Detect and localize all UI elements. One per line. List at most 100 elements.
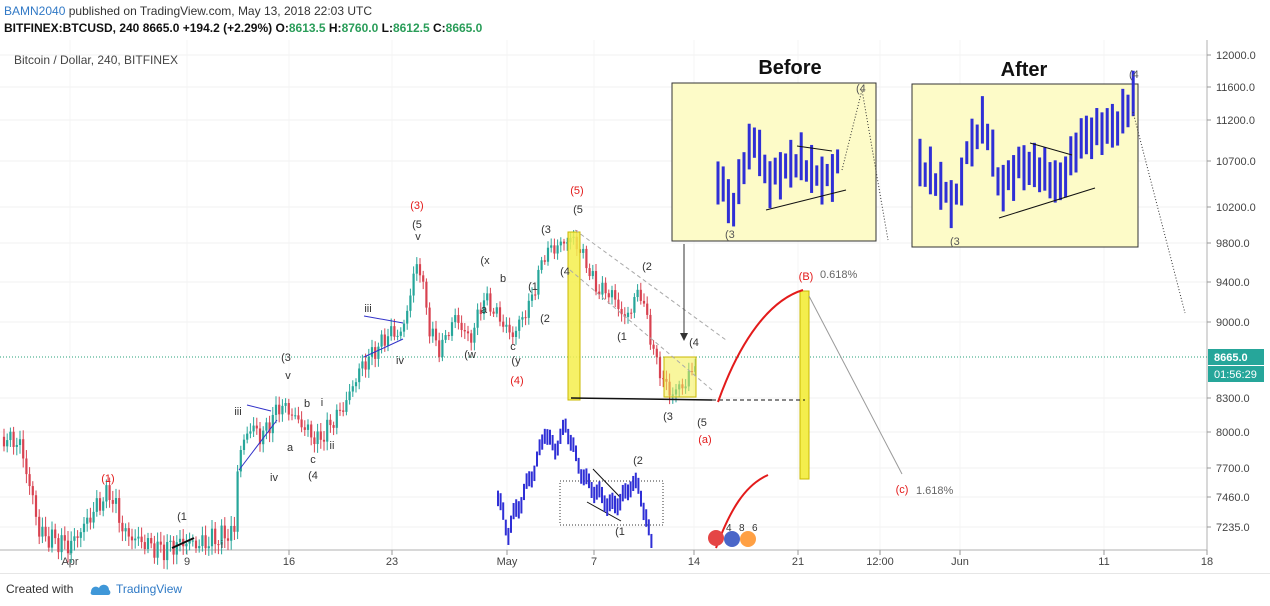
candle-body-1 [6,440,9,447]
candle-body-173 [556,245,559,254]
candle-body-109 [351,386,354,392]
candle-body-130 [418,264,422,276]
candle-body-205 [658,357,662,379]
inset-after-label-4: (4 [1129,69,1139,81]
candle-body-83 [268,422,271,434]
candle-body-145 [466,331,470,334]
blue-fractal-overlay [497,418,653,548]
wave-label-10: (4 [308,470,318,482]
candle-body-32 [105,485,108,502]
candle-body-7 [25,458,28,475]
wave-label-23: (y [511,355,521,367]
wave-label-9: c [310,454,316,466]
candle-body-65 [210,528,214,547]
candle-body-64 [207,546,210,549]
chart-area[interactable]: 12000.0 11600.0 11200.0 10700.0 10200.0 9800.… [0,40,1270,578]
last-price: 8665.0 [142,21,180,35]
candle-body-71 [230,525,233,541]
wave-label-35: (5 [697,417,707,429]
wave-label-11: (3 [281,352,291,364]
candle-body-194 [623,314,626,317]
candle-body-104 [335,409,338,428]
high-label: H: [328,21,342,35]
candle-body-38 [124,528,127,532]
candle-body-148 [476,309,479,328]
candle-body-108 [348,391,351,401]
candle-body-165 [530,294,534,301]
y-tick-label-13: 7235.0 [1216,522,1250,534]
candle-body-150 [482,300,486,315]
candle-body-135 [434,328,438,341]
small-digit-2: 8 [739,523,745,534]
wave-label-14: iv [396,355,404,367]
candle-body-62 [201,535,204,547]
tradingview-logo-icon[interactable] [88,580,112,598]
candle-body-93 [300,419,303,428]
chart-title: Bitcoin / Dollar, 240, BITFINEX [14,53,178,67]
small-digit-1: 4 [726,523,732,534]
candle-body-183 [588,268,591,277]
price-axis[interactable]: 12000.0 11600.0 11200.0 10700.0 10200.0 9800.… [1207,50,1256,534]
price-chart[interactable]: 12000.0 11600.0 11200.0 10700.0 10200.0 9800.… [0,40,1270,573]
tradingview-link[interactable]: TradingView [116,582,183,596]
candle-body-139 [447,335,450,337]
candle-body-153 [492,311,495,314]
candle-body-170 [546,247,550,262]
candle-body-97 [313,437,316,445]
candle-body-188 [604,282,607,294]
candle-body-200 [642,300,646,304]
candle-body-13 [44,526,47,537]
publish-header: BAMN2040 published on TradingView.com, M… [0,0,1270,40]
candle-body-0 [2,436,6,447]
candle-body-123 [396,335,399,337]
small-digit-3: 6 [752,523,758,534]
triangle-line-4 [363,338,404,358]
wave-label-7: i [321,397,323,409]
candle-body-122 [393,326,396,337]
candle-body-74 [239,449,242,472]
author-name[interactable]: BAMN2040 [4,4,66,18]
candle-body-88 [284,403,287,406]
blue-overlay-box [559,480,664,526]
candle-body-100 [322,439,326,442]
candle-body-106 [342,410,345,412]
triangle-line-3 [363,315,404,324]
x-tick-label-6: 14 [688,556,700,568]
candle-body-84 [271,414,274,434]
wave-label-16: (5 [412,219,422,231]
triangle-line-1 [246,404,272,412]
candle-body-77 [249,431,252,434]
candle-body-116 [374,347,377,359]
candle-body-47 [153,543,156,558]
inset-after-title: After [1001,59,1048,81]
fib-label-1618: 1.618% [916,485,954,497]
candle-body-117 [377,346,380,359]
inset-before-label-3: (3 [725,229,735,241]
candle-body-29 [95,498,98,512]
inset-after-triangle-high [1029,142,1073,156]
candle-body-143 [460,322,463,331]
x-tick-label-7: 21 [792,556,804,568]
wave-label-8: ii [330,440,335,452]
candle-body-4 [15,444,18,447]
candle-body-147 [473,327,476,343]
candle-body-149 [479,309,482,315]
candle-body-190 [610,290,614,298]
candle-body-171 [550,245,553,248]
trend-line-small [171,537,195,549]
wave-label-12: v [285,370,291,382]
inset-before-bars [716,123,840,227]
candle-body-31 [102,501,105,511]
time-axis[interactable]: Apr 9 16 23 May 7 14 21 12:00 Jun 11 18 [61,550,1213,568]
x-tick-label-2: 16 [283,556,295,568]
wave-label-26: (2 [540,313,550,325]
wave-label-33: (4 [689,337,699,349]
candle-body-58 [188,540,191,544]
inset-after-label-3: (3 [950,236,960,248]
candle-body-20 [66,540,70,554]
candle-body-30 [98,498,102,511]
candle-body-87 [281,405,284,415]
candle-body-125 [402,323,406,332]
candle-body-141 [454,315,457,323]
wave-label-30: (5 [573,204,583,216]
